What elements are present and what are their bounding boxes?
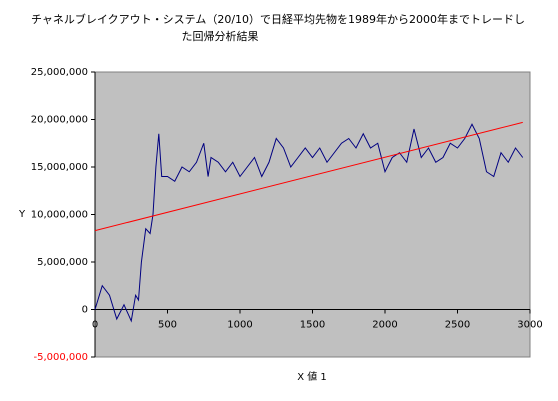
chart-title: チャネルブレイクアウト・システム（20/10）で日経平均先物を1989年から20… bbox=[31, 12, 525, 26]
x-tick-label: 500 bbox=[158, 320, 177, 331]
y-tick-label: 15,000,000 bbox=[31, 162, 88, 173]
x-axis-label: X 値 1 bbox=[297, 370, 327, 383]
y-tick-label: 25,000,000 bbox=[31, 67, 88, 78]
y-tick-label: -5,000,000 bbox=[33, 352, 88, 363]
x-tick-label: 0 bbox=[92, 320, 98, 331]
chart-title: た回帰分析結果 bbox=[182, 29, 259, 43]
data-line bbox=[94, 123, 524, 323]
x-tick-label: 2000 bbox=[372, 320, 397, 331]
x-tick-label: 1500 bbox=[300, 320, 325, 331]
x-tick-label: 2500 bbox=[445, 320, 470, 331]
data-line bbox=[94, 121, 523, 232]
x-tick-label: 1000 bbox=[227, 320, 252, 331]
x-tick-label: 3000 bbox=[517, 320, 542, 331]
y-axis-label: Y bbox=[18, 209, 26, 220]
y-tick-label: 20,000,000 bbox=[31, 115, 88, 126]
y-tick-label: 0 bbox=[82, 305, 88, 316]
y-tick-label: 5,000,000 bbox=[37, 257, 88, 268]
y-tick-label: 10,000,000 bbox=[31, 210, 88, 221]
